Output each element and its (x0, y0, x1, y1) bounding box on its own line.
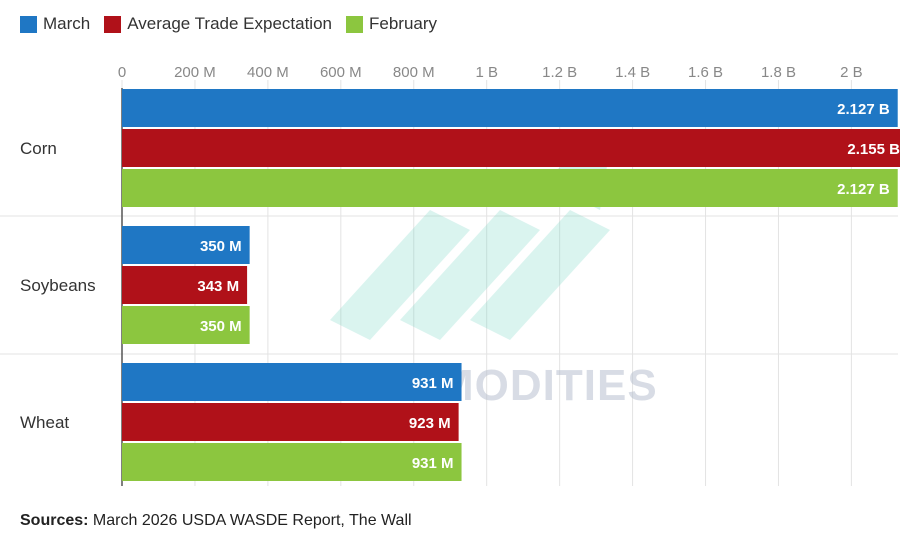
bar-value-label: 923 M (409, 415, 451, 432)
legend-label-february: February (369, 14, 438, 33)
x-tick-label: 1.4 B (615, 64, 650, 81)
bar-value-label: 931 M (412, 375, 454, 392)
source-note: Sources: March 2026 USDA WASDE Report, T… (20, 512, 412, 530)
x-tick-label: 400 M (247, 64, 289, 81)
x-tick-label: 600 M (320, 64, 362, 81)
x-tick-label: 0 (118, 64, 126, 81)
x-tick-label: 800 M (393, 64, 435, 81)
bar-value-label: 931 M (412, 455, 454, 472)
category-label-corn: Corn (20, 139, 57, 158)
x-tick-label: 1.8 B (761, 64, 796, 81)
bar-wheat-march[interactable] (122, 363, 462, 401)
legend-swatch-expectation (104, 15, 122, 33)
bar-value-label: 343 M (197, 278, 239, 295)
legend-item-expectation[interactable]: Average Trade Expectation (104, 14, 332, 34)
legend-item-february[interactable]: February (346, 14, 437, 34)
category-label-wheat: Wheat (20, 413, 69, 432)
bar-soybeans-february[interactable] (122, 306, 250, 344)
legend-swatch-february (346, 15, 363, 33)
bar-chart: 0 200 M 400 M 600 M 800 M 1 B 1.2 B 1.4 B 1.6 B 1… (0, 64, 900, 486)
bar-wheat-average-trade-expectation[interactable] (122, 403, 459, 441)
legend-item-march[interactable]: March (20, 14, 90, 34)
bar-corn-march[interactable] (122, 89, 898, 127)
legend-swatch-march (20, 15, 37, 33)
bar-value-label: 350 M (200, 238, 242, 255)
source-prefix: Sources: (20, 512, 89, 529)
bar-soybeans-average-trade-expectation[interactable] (122, 266, 248, 304)
bar-value-label: 350 M (200, 318, 242, 335)
x-tick-label: 1.6 B (688, 64, 723, 81)
legend: March Average Trade Expectation February (20, 14, 451, 34)
x-axis-ticks: 0 200 M 400 M 600 M 800 M 1 B 1.2 B 1.4 B 1.6 B 1… (118, 64, 863, 81)
category-label-soybeans: Soybeans (20, 276, 96, 295)
bar-corn-february[interactable] (122, 169, 898, 207)
category-labels: Corn Soybeans Wheat (20, 139, 96, 432)
x-tick-label: 1 B (475, 64, 498, 81)
bars: 2.127 B 2.155 B 2.127 B 350 M 343 M 350 M 931 … (122, 89, 900, 481)
bar-corn-average-trade-expectation[interactable] (122, 129, 900, 167)
bar-value-label: 2.155 B (847, 141, 900, 158)
bar-value-label: 2.127 B (837, 181, 890, 198)
source-text: March 2026 USDA WASDE Report, The Wall (92, 512, 412, 529)
bar-value-label: 2.127 B (837, 101, 890, 118)
legend-label-march: March (43, 14, 91, 33)
x-tick-label: 2 B (840, 64, 863, 81)
bar-soybeans-march[interactable] (122, 226, 250, 264)
x-tick-label: 1.2 B (542, 64, 577, 81)
x-tick-label: 200 M (174, 64, 216, 81)
bar-wheat-february[interactable] (122, 443, 462, 481)
legend-label-expectation: Average Trade Expectation (127, 14, 332, 33)
